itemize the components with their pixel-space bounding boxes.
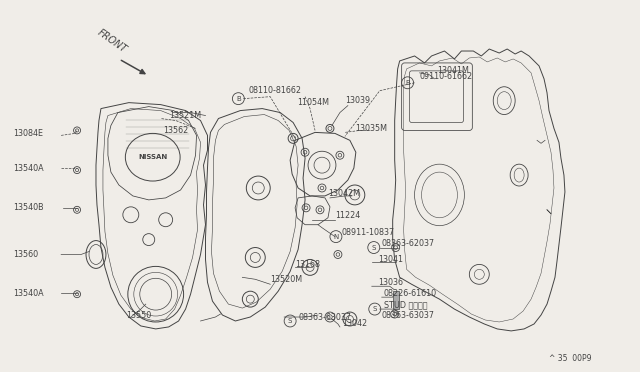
Text: 08363-62037: 08363-62037: [381, 239, 435, 248]
Text: 11224: 11224: [335, 211, 360, 220]
Text: 13560: 13560: [13, 250, 38, 259]
Text: 09110-61662: 09110-61662: [420, 72, 473, 81]
Text: N: N: [333, 234, 339, 240]
Text: S: S: [288, 318, 292, 324]
Text: 13035M: 13035M: [355, 124, 387, 133]
Text: S: S: [372, 244, 376, 250]
Text: 13042M: 13042M: [328, 189, 360, 198]
Text: FRONT: FRONT: [96, 28, 129, 55]
Text: NISSAN: NISSAN: [138, 154, 167, 160]
Text: ^ 35  00P9: ^ 35 00P9: [549, 354, 591, 363]
Text: STUD スタッド: STUD スタッド: [384, 301, 428, 310]
Text: S: S: [372, 306, 377, 312]
Text: 11054M: 11054M: [297, 98, 329, 107]
Text: 13042: 13042: [342, 320, 367, 328]
Text: 13039: 13039: [345, 96, 370, 105]
Text: 08226-61610: 08226-61610: [384, 289, 437, 298]
Text: 08363-63037: 08363-63037: [381, 311, 435, 320]
Text: 08911-10837: 08911-10837: [342, 228, 395, 237]
Text: 13041: 13041: [378, 255, 403, 264]
Text: 13036: 13036: [378, 278, 403, 287]
Text: 13562: 13562: [163, 126, 188, 135]
Bar: [393, 291, 399, 309]
Text: 13540B: 13540B: [13, 203, 44, 212]
Text: 08363-63037: 08363-63037: [298, 312, 351, 321]
Text: 08110-81662: 08110-81662: [248, 86, 301, 95]
Text: 13521M: 13521M: [169, 111, 201, 120]
Text: B: B: [236, 96, 241, 102]
Text: 13041M: 13041M: [438, 66, 469, 76]
Text: 13520M: 13520M: [270, 275, 302, 284]
Text: B: B: [405, 80, 410, 86]
Text: 13550: 13550: [126, 311, 151, 320]
Text: 13540A: 13540A: [13, 289, 44, 298]
Text: 13540A: 13540A: [13, 164, 44, 173]
Text: 13084E: 13084E: [13, 129, 44, 138]
Text: 13168: 13168: [295, 260, 320, 269]
